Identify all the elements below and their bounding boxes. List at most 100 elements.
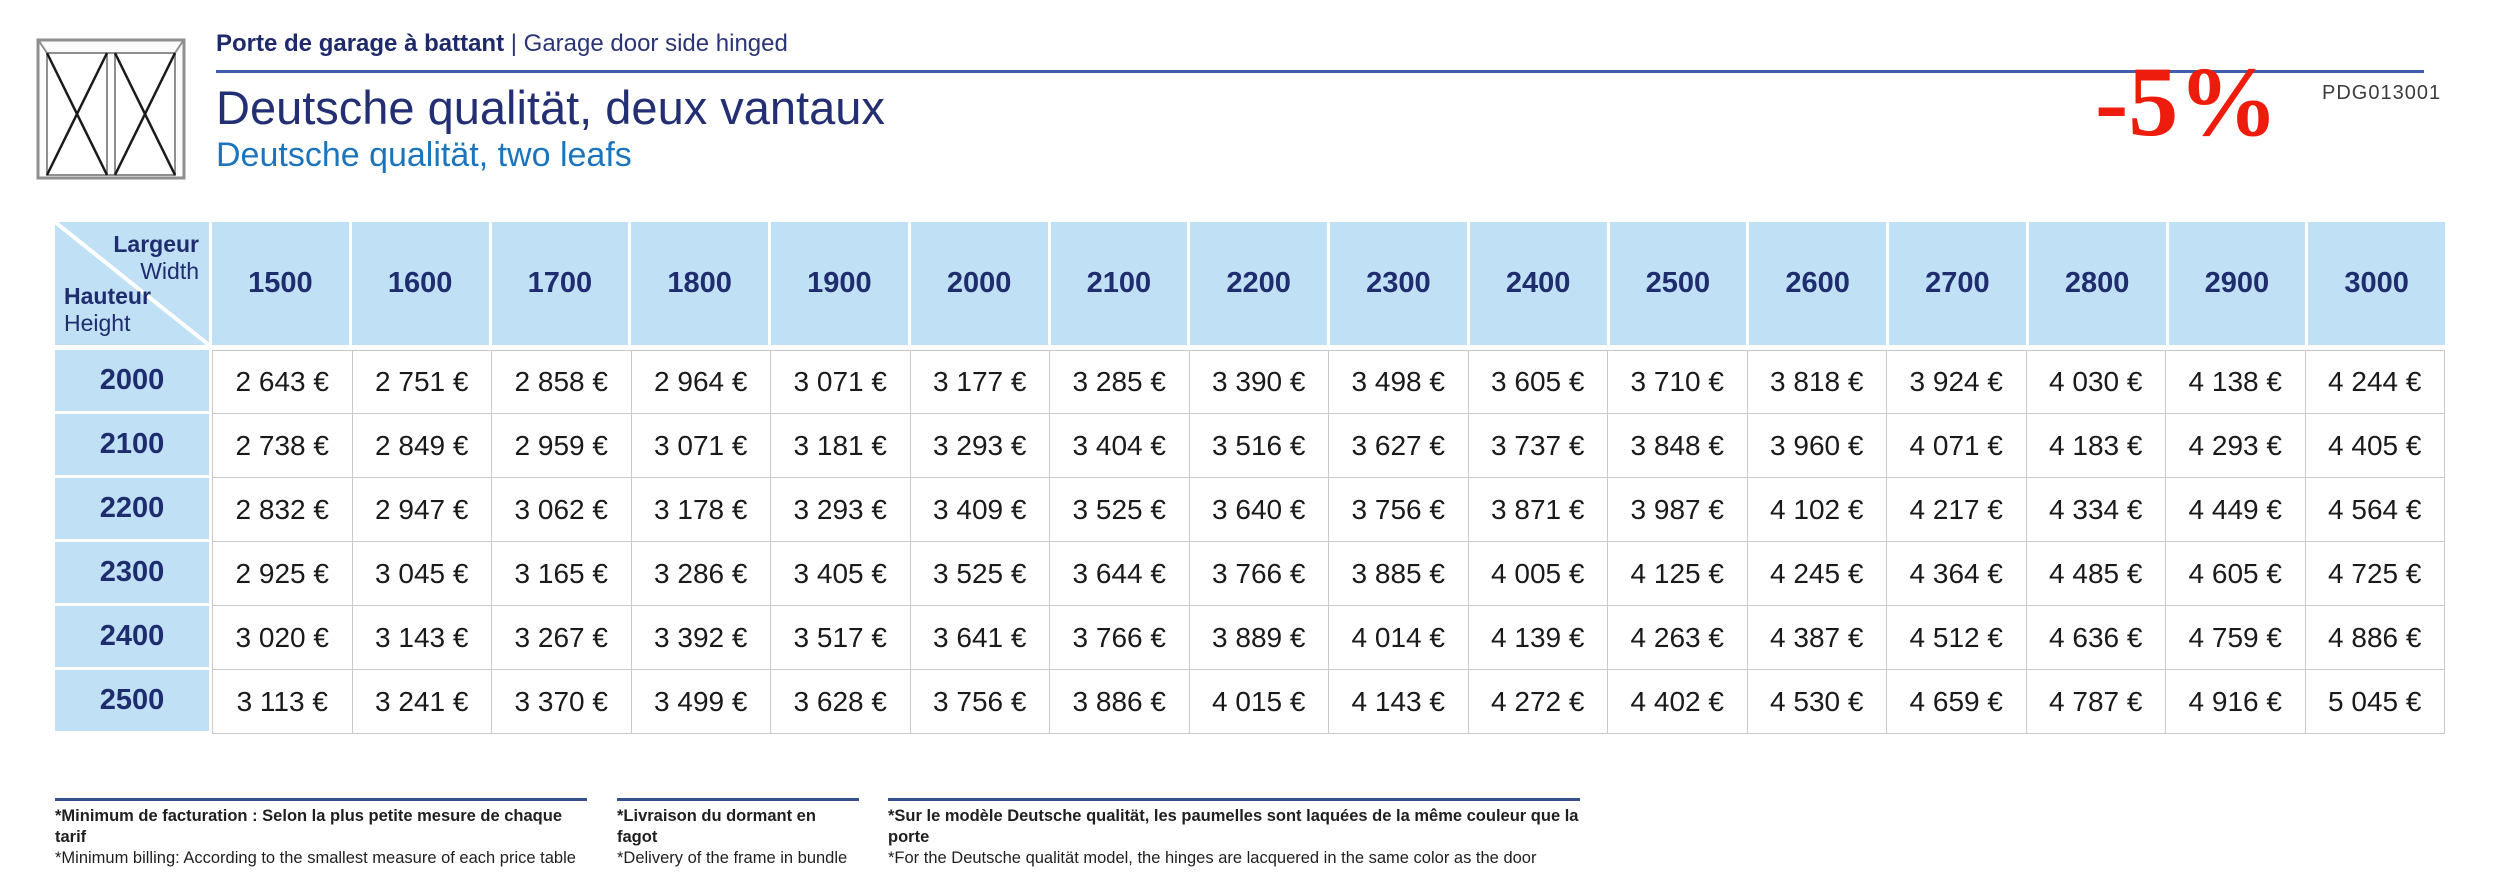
- price-cell: 4 449 €: [2166, 478, 2306, 542]
- price-cell: 4 916 €: [2166, 670, 2306, 734]
- width-header-cell: 2500: [1609, 222, 1750, 345]
- price-cell: 4 005 €: [1468, 542, 1608, 606]
- price-cell: 3 390 €: [1189, 350, 1329, 414]
- price-cell: 4 138 €: [2166, 350, 2306, 414]
- price-cell: 3 499 €: [631, 670, 771, 734]
- header-rule: [216, 70, 2424, 73]
- footnote-fr: *Minimum de facturation : Selon la plus …: [55, 807, 563, 846]
- width-header-cell: 1800: [631, 222, 771, 345]
- price-cell: 2 925 €: [212, 542, 353, 606]
- price-cell: 5 045 €: [2305, 670, 2445, 734]
- width-header-cell: 1600: [351, 222, 492, 345]
- width-header-row: Largeur Width Hauteur Height 1500 1600 170…: [55, 222, 2445, 345]
- category-line: Porte de garage à battant | Garage door …: [216, 30, 788, 58]
- price-cell: 3 045 €: [352, 542, 492, 606]
- price-cell: 4 071 €: [1887, 414, 2027, 478]
- price-cell: 4 512 €: [1887, 606, 2027, 670]
- price-cell: 4 725 €: [2305, 542, 2445, 606]
- price-cell: 3 818 €: [1747, 350, 1887, 414]
- price-cell: 4 245 €: [1747, 542, 1887, 606]
- price-cell: 3 924 €: [1887, 350, 2027, 414]
- price-cell: 2 849 €: [352, 414, 492, 478]
- price-cell: 3 885 €: [1329, 542, 1469, 606]
- price-cell: 4 759 €: [2166, 606, 2306, 670]
- price-cell: 3 405 €: [771, 542, 911, 606]
- price-cell: 3 766 €: [1050, 606, 1190, 670]
- footnote-delivery: *Livraison du dormant en fagot *Delivery…: [617, 798, 859, 869]
- price-cell: 3 062 €: [492, 478, 632, 542]
- largeur-label: Largeur: [113, 231, 199, 257]
- footnote-hinges: *Sur le modèle Deutsche qualität, les pa…: [888, 798, 1580, 869]
- price-cell: 4 272 €: [1468, 670, 1608, 734]
- price-cell: 3 987 €: [1608, 478, 1748, 542]
- side-hinged-door-icon: [36, 38, 186, 185]
- row-height-cell: 2400: [55, 606, 212, 670]
- price-cell: 3 286 €: [631, 542, 771, 606]
- width-header-cell: 1700: [491, 222, 632, 345]
- row-height-cell: 2100: [55, 414, 212, 478]
- price-cell: 3 020 €: [212, 606, 353, 670]
- price-cell: 3 071 €: [631, 414, 771, 478]
- price-cell: 3 848 €: [1608, 414, 1748, 478]
- price-cell: 3 710 €: [1608, 350, 1748, 414]
- width-header-cell: 2600: [1749, 222, 1889, 345]
- price-cell: 3 756 €: [1329, 478, 1469, 542]
- price-cell: 3 177 €: [910, 350, 1050, 414]
- footnote-en: *For the Deutsche qualität model, the hi…: [888, 849, 1537, 867]
- width-header-cell: 2800: [2028, 222, 2169, 345]
- width-header-cell: 2000: [910, 222, 1051, 345]
- row-height-cell: 2500: [55, 670, 212, 734]
- price-cell: 3 113 €: [212, 670, 353, 734]
- price-cell: 4 659 €: [1887, 670, 2027, 734]
- price-cell: 4 263 €: [1608, 606, 1748, 670]
- corner-height-label: Hauteur Height: [64, 283, 151, 337]
- footnote-fr: *Sur le modèle Deutsche qualität, les pa…: [888, 807, 1579, 846]
- corner-width-label: Largeur Width: [113, 231, 199, 285]
- price-cell: 3 498 €: [1329, 350, 1469, 414]
- price-cell: 4 402 €: [1608, 670, 1748, 734]
- price-cell: 2 751 €: [352, 350, 492, 414]
- price-cell: 4 143 €: [1329, 670, 1469, 734]
- corner-cell: Largeur Width Hauteur Height: [55, 222, 212, 345]
- price-cell: 2 738 €: [212, 414, 353, 478]
- price-cell: 4 014 €: [1329, 606, 1469, 670]
- price-cell: 3 644 €: [1050, 542, 1190, 606]
- hauteur-label: Hauteur: [64, 283, 151, 309]
- price-cell: 4 530 €: [1747, 670, 1887, 734]
- price-cell: 4 015 €: [1189, 670, 1329, 734]
- price-cell: 4 387 €: [1747, 606, 1887, 670]
- price-cell: 4 030 €: [2026, 350, 2166, 414]
- width-header-cell: 2400: [1469, 222, 1610, 345]
- price-cell: 3 241 €: [352, 670, 492, 734]
- footnote-en: *Minimum billing: According to the small…: [55, 849, 576, 867]
- price-cell: 4 102 €: [1747, 478, 1887, 542]
- table-row: 2300 2 925 €3 045 €3 165 €3 286 €3 405 €3…: [55, 542, 2445, 606]
- footnote-en: *Delivery of the frame in bundle: [617, 849, 848, 867]
- price-cell: 3 293 €: [910, 414, 1050, 478]
- table-row: 2100 2 738 €2 849 €2 959 €3 071 €3 181 €3…: [55, 414, 2445, 478]
- price-cell: 3 886 €: [1050, 670, 1190, 734]
- table-row: 2500 3 113 €3 241 €3 370 €3 499 €3 628 €3…: [55, 670, 2445, 734]
- price-cell: 3 737 €: [1468, 414, 1608, 478]
- price-cell: 3 525 €: [910, 542, 1050, 606]
- price-cell: 4 244 €: [2305, 350, 2445, 414]
- category-fr: Porte de garage à battant: [216, 30, 505, 57]
- price-cell: 3 285 €: [1050, 350, 1190, 414]
- price-cell: 3 409 €: [910, 478, 1050, 542]
- price-cell: 3 267 €: [492, 606, 632, 670]
- table-row: 2200 2 832 €2 947 €3 062 €3 178 €3 293 €3…: [55, 478, 2445, 542]
- category-en: Garage door side hinged: [523, 30, 788, 57]
- price-cell: 4 564 €: [2305, 478, 2445, 542]
- price-cell: 4 636 €: [2026, 606, 2166, 670]
- price-cell: 2 832 €: [212, 478, 353, 542]
- width-header-cell: 2700: [1889, 222, 2029, 345]
- width-header-cell: 1900: [771, 222, 911, 345]
- width-header-cell: 2300: [1330, 222, 1470, 345]
- price-cell: 3 071 €: [771, 350, 911, 414]
- price-cell: 3 605 €: [1468, 350, 1608, 414]
- footnote-fr: *Livraison du dormant en fagot: [617, 807, 816, 846]
- table-row: 2400 3 020 €3 143 €3 267 €3 392 €3 517 €3…: [55, 606, 2445, 670]
- price-cell: 3 766 €: [1189, 542, 1329, 606]
- table-body: 2000 2 643 €2 751 €2 858 €2 964 €3 071 €3…: [55, 350, 2445, 734]
